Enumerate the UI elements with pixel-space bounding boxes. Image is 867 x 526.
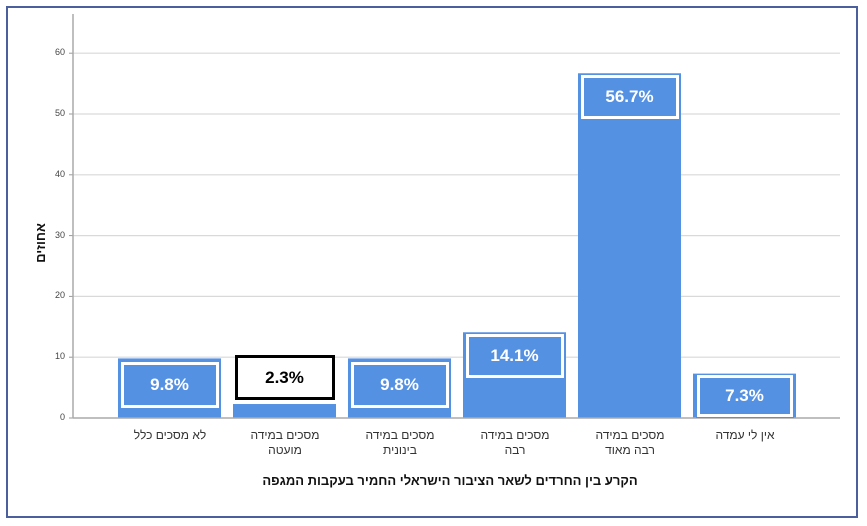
y-tick-label: 10 bbox=[54, 351, 65, 362]
x-category-label: אין לי עמדה bbox=[688, 428, 803, 443]
y-axis-title: אחוזים bbox=[32, 223, 48, 263]
y-tick-label: 20 bbox=[54, 290, 65, 301]
x-category-label: מסכים במידה מועטה bbox=[228, 428, 343, 458]
x-category-line: לא מסכים כלל bbox=[133, 428, 207, 442]
data-label: 7.3% bbox=[695, 374, 794, 418]
x-category-line: מסכים במידה bbox=[365, 428, 435, 442]
bar bbox=[578, 73, 681, 418]
x-category-label: מסכים במידה רבה מאוד bbox=[573, 428, 688, 458]
data-label: 14.1% bbox=[464, 333, 565, 380]
x-category-label: לא מסכים כלל bbox=[113, 428, 228, 443]
chart-frame bbox=[6, 6, 858, 518]
x-category-label: מסכים במידה רבה bbox=[458, 428, 573, 458]
y-tick-label: 50 bbox=[54, 108, 65, 118]
x-category-line: מסכים במידה bbox=[595, 428, 665, 442]
y-tick-label: 0 bbox=[59, 412, 65, 422]
x-category-line: אין לי עמדה bbox=[715, 428, 775, 442]
x-category-line: מסכים במידה bbox=[250, 428, 320, 442]
x-category-label: מסכים במידה בינונית bbox=[343, 428, 458, 458]
data-label: 2.3% bbox=[234, 355, 335, 400]
data-label: 56.7% bbox=[579, 74, 680, 121]
x-category-line: מסכים במידה bbox=[480, 428, 550, 442]
x-category-line: רבה bbox=[504, 443, 526, 457]
x-category-line: רבה מאוד bbox=[605, 443, 655, 457]
y-tick-label: 40 bbox=[54, 168, 65, 179]
y-tick-label: 30 bbox=[54, 229, 65, 240]
data-label: 9.8% bbox=[349, 361, 450, 409]
y-tick-label: 60 bbox=[54, 47, 65, 58]
x-category-line: מועטה bbox=[268, 443, 302, 457]
data-label: 9.8% bbox=[119, 361, 220, 409]
x-axis-title: הקרע בין החרדים לשאר הציבור הישראלי החמי… bbox=[262, 473, 638, 488]
bar bbox=[233, 404, 336, 418]
x-category-line: בינונית bbox=[383, 443, 417, 457]
